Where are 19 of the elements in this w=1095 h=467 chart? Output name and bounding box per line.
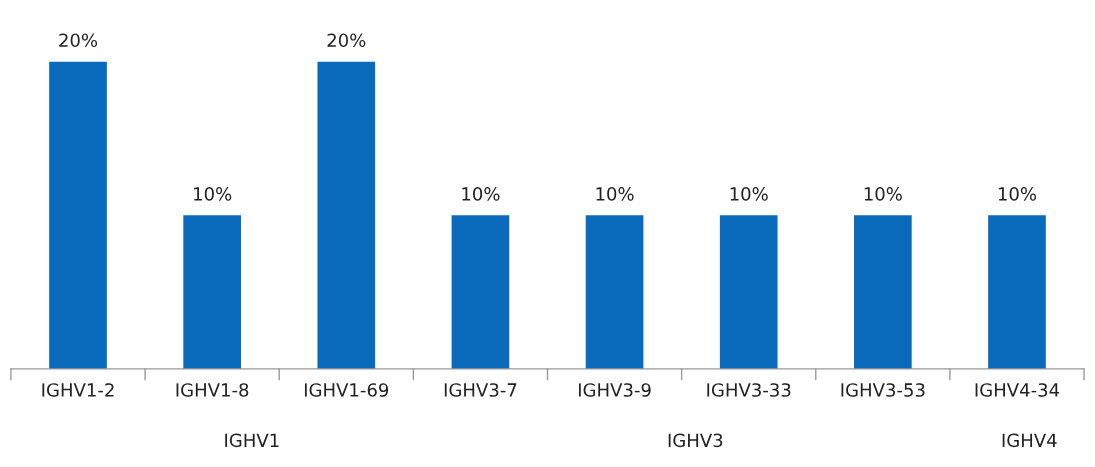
data-label: 20% [327, 33, 366, 48]
data-label: 20% [59, 33, 98, 48]
data-label: 10% [864, 187, 902, 201]
text: IGHV4 [1002, 433, 1057, 448]
data-label: 10% [596, 187, 634, 201]
data-label: 10% [730, 187, 768, 201]
text: IGHV3 [668, 433, 723, 448]
x-tick-label: IGHV1-8 [176, 383, 249, 397]
x-tick-label: IGHV1-69 [304, 383, 389, 397]
x-tick-label: IGHV1-2 [42, 383, 114, 397]
x-tick-label: IGHV3-7 [444, 383, 517, 397]
text: IGHV1 [225, 433, 279, 448]
x-tick-label: IGHV3-33 [707, 383, 791, 397]
data-label: 10% [462, 187, 500, 201]
data-label: 10% [194, 187, 232, 201]
x-tick-label: IGHV4-34 [975, 383, 1060, 397]
x-tick-label: IGHV3-9 [578, 383, 651, 397]
data-label: 10% [998, 187, 1037, 201]
x-tick-label: IGHV3-53 [841, 383, 925, 397]
